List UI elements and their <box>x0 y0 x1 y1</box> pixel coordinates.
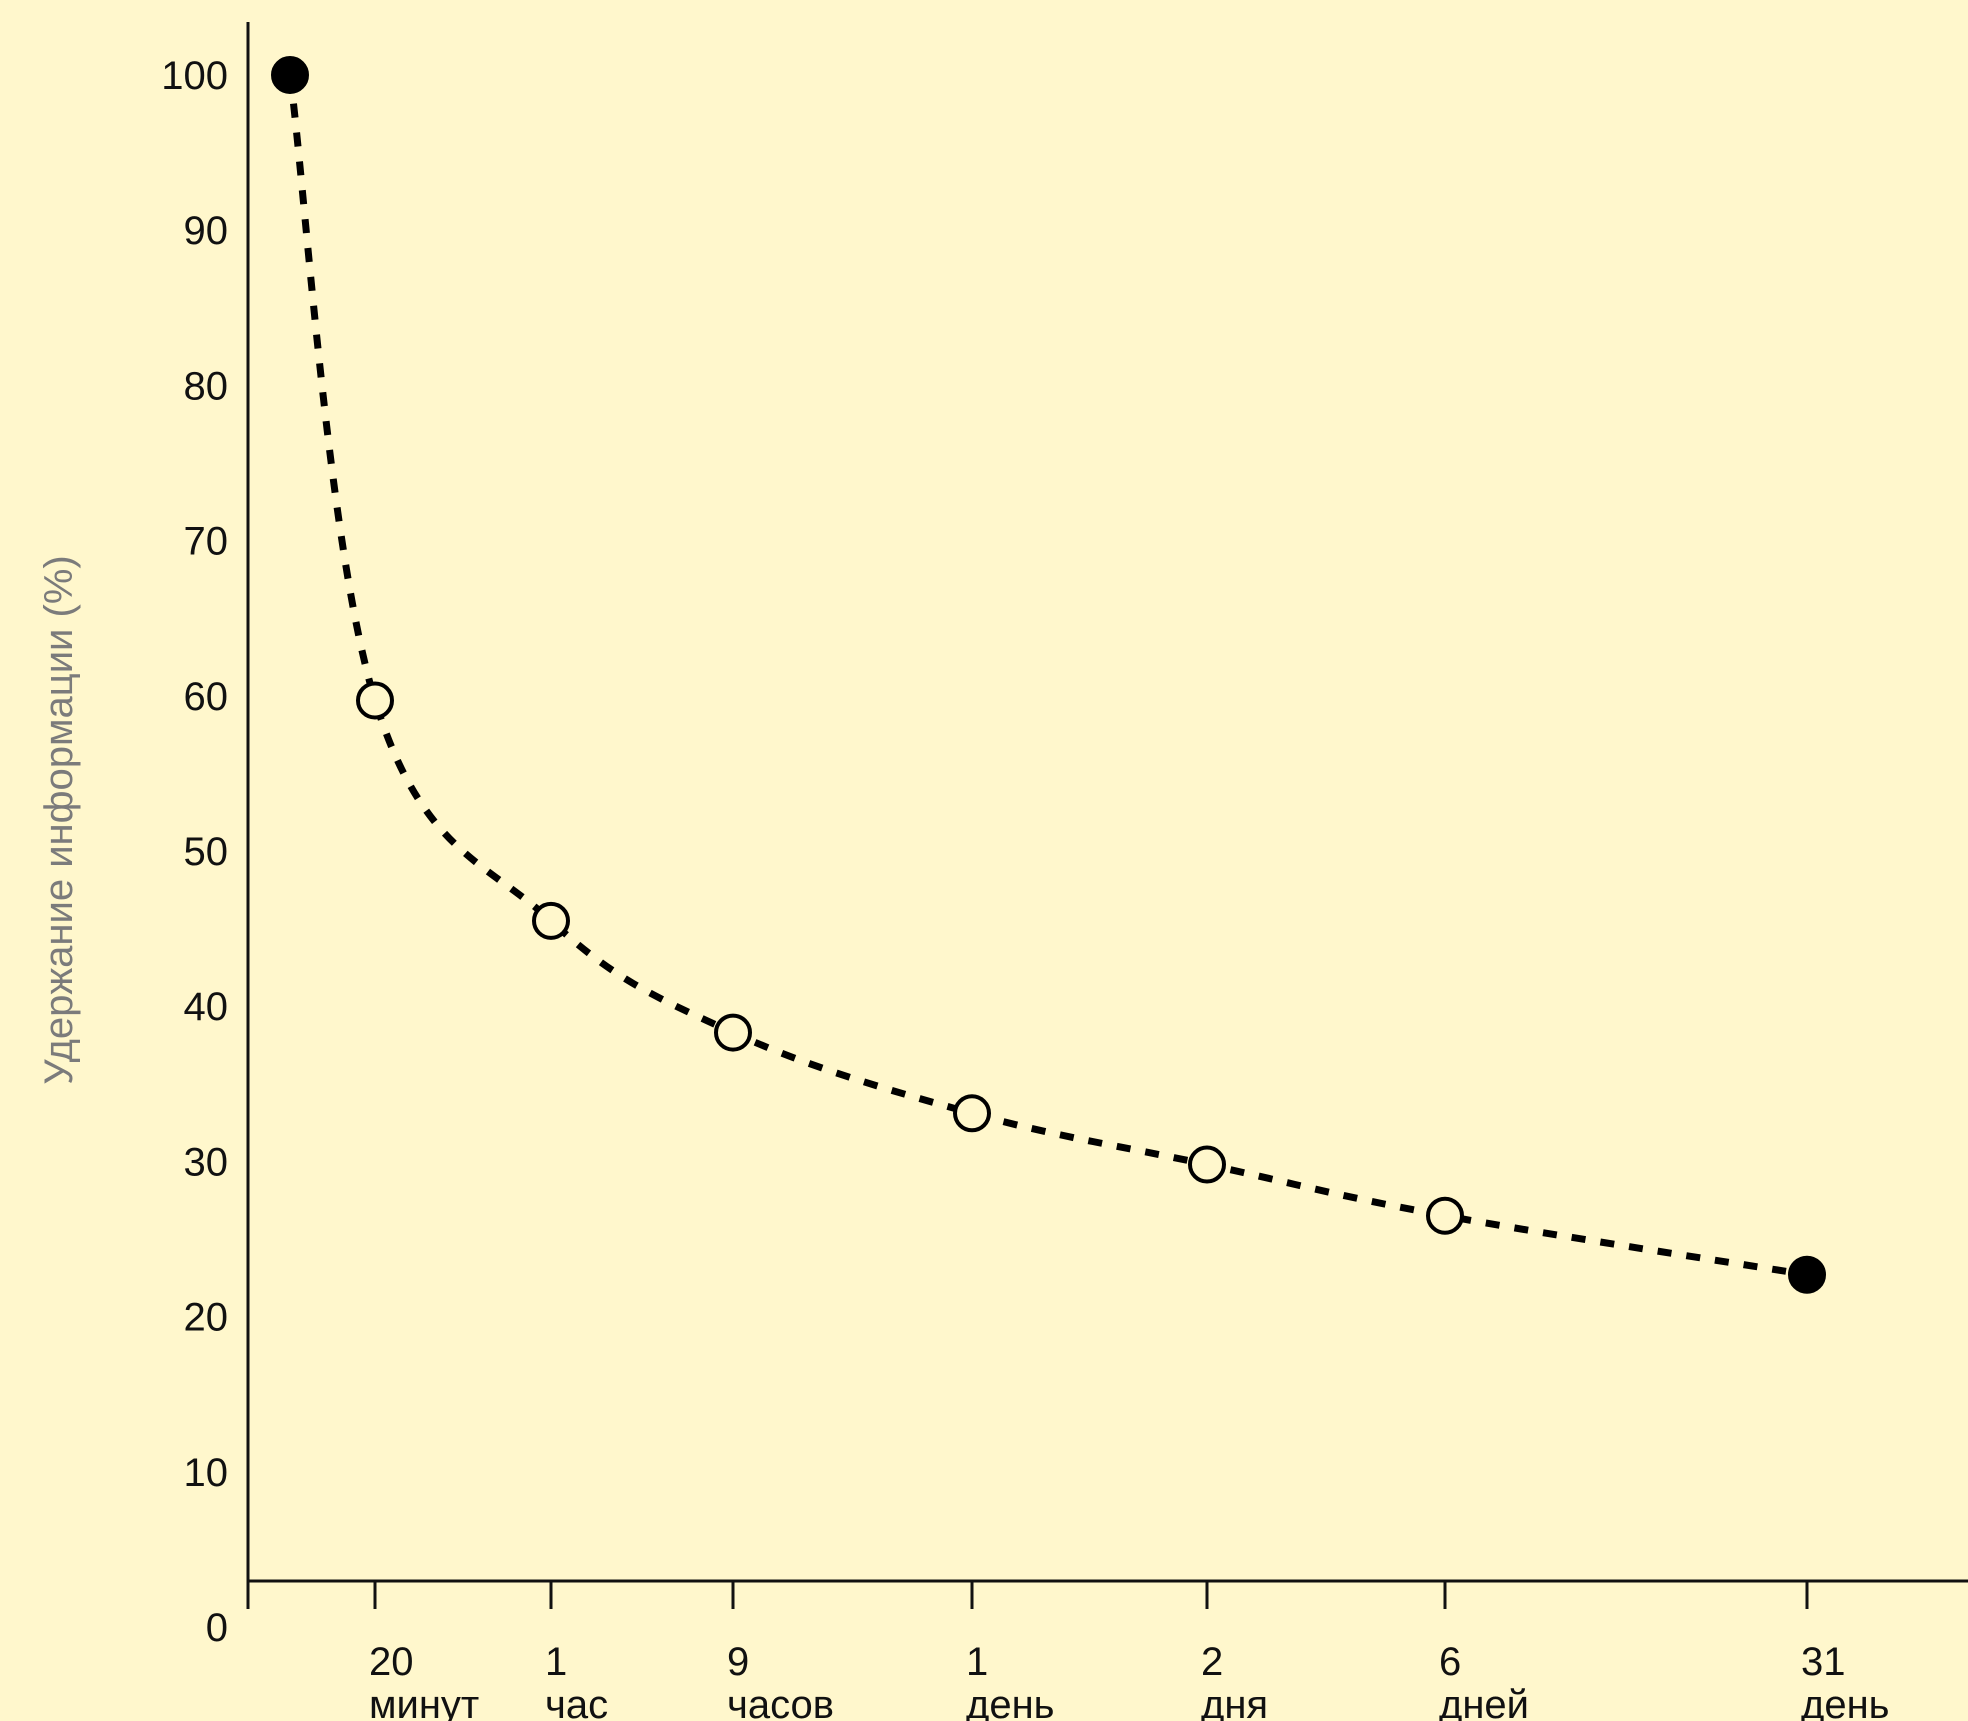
axes <box>246 22 1968 1583</box>
y-tick-label: 100 <box>161 54 228 98</box>
y-tick-label: 70 <box>184 520 229 564</box>
x-tick-label-number: 9 <box>727 1640 749 1684</box>
y-tick-label: 50 <box>184 830 229 874</box>
data-point-open <box>953 1094 991 1133</box>
data-point-open <box>356 681 394 720</box>
x-tick-label-number: 6 <box>1439 1640 1461 1684</box>
data-point-filled <box>1788 1255 1826 1294</box>
data-markers <box>271 56 1826 1294</box>
x-tick-label-unit: час <box>545 1683 608 1721</box>
y-tick-label: 0 <box>206 1606 228 1650</box>
data-point-open <box>1188 1145 1226 1184</box>
x-tick-label-number: 31 <box>1801 1640 1846 1684</box>
x-tick-label-unit: минут <box>369 1683 479 1721</box>
y-tick-label: 90 <box>184 209 229 253</box>
y-tick-label: 10 <box>184 1451 229 1495</box>
series-line-group <box>286 74 1808 1279</box>
data-point-filled <box>271 56 309 94</box>
series-line <box>286 74 1808 1279</box>
y-tick-label: 80 <box>184 364 229 408</box>
x-tick-label-unit: день <box>966 1683 1055 1721</box>
y-tick-label: 40 <box>184 985 229 1029</box>
x-tick-label-unit: дня <box>1201 1683 1268 1721</box>
y-axis-label: Удержание информации (%) <box>37 555 81 1084</box>
x-tick-label-unit: часов <box>727 1683 834 1721</box>
x-tick-label-number: 2 <box>1201 1640 1223 1684</box>
data-point-open <box>1426 1196 1464 1235</box>
x-tick-label-unit: день <box>1801 1683 1890 1721</box>
y-tick-label: 30 <box>184 1140 229 1184</box>
x-tick-label-unit: дней <box>1439 1683 1529 1721</box>
data-point-open <box>714 1013 752 1052</box>
x-tick-label-number: 1 <box>545 1640 567 1684</box>
y-tick-label: 20 <box>184 1296 229 1340</box>
x-tick-label-number: 20 <box>369 1640 414 1684</box>
data-point-open <box>532 901 570 940</box>
x-tick-label-number: 1 <box>966 1640 988 1684</box>
y-tick-label: 60 <box>184 675 229 719</box>
